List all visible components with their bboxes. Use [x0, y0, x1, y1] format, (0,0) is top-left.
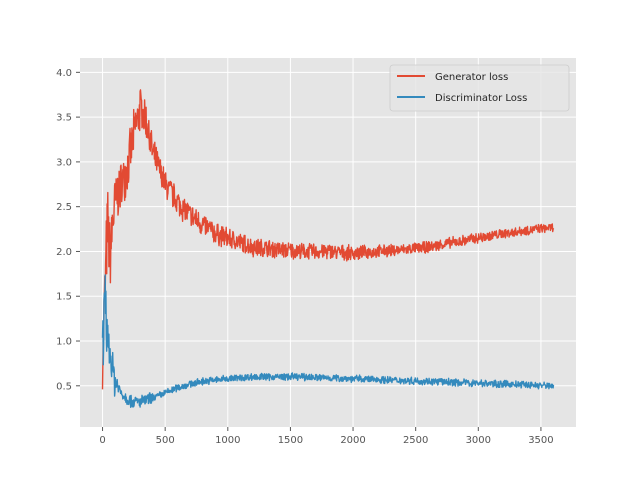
x-axis-ticks: 0 500 1000 1500 2000 2500 3000 3500 — [99, 427, 554, 446]
legend-label-generator: Generator loss — [435, 72, 508, 83]
y-tick-label-4: 2.5 — [56, 202, 72, 213]
y-tick-label-0: 0.5 — [56, 381, 72, 392]
x-tick-label-3: 1500 — [278, 435, 303, 446]
y-tick-label-3: 2.0 — [56, 247, 72, 258]
legend-box — [389, 64, 570, 112]
x-tick-label-4: 2000 — [340, 435, 365, 446]
series-layer — [101, 89, 555, 408]
plot-area — [80, 58, 576, 427]
x-tick-label-6: 3000 — [466, 435, 491, 446]
y-tick-label-1: 1.0 — [56, 337, 72, 348]
series-line-generator — [101, 89, 555, 390]
y-tick-label-2: 1.5 — [56, 292, 72, 303]
series-line-discriminator — [101, 274, 555, 408]
x-tick-label-5: 2500 — [403, 435, 428, 446]
x-tick-label-7: 3500 — [528, 435, 553, 446]
legend-label-discriminator: Discriminator Loss — [435, 93, 527, 104]
x-tick-label-1: 500 — [156, 435, 175, 446]
y-tick-label-5: 3.0 — [56, 157, 72, 168]
x-tick-label-0: 0 — [99, 435, 105, 446]
x-tick-label-2: 1000 — [215, 435, 240, 446]
y-tick-label-6: 3.5 — [56, 113, 72, 124]
grid — [80, 58, 576, 427]
y-tick-label-7: 4.0 — [56, 68, 72, 79]
y-axis-ticks: 0.5 1.0 1.5 2.0 2.5 3.0 3.5 4.0 — [56, 68, 80, 392]
legend: Generator loss Discriminator Loss — [389, 64, 570, 112]
